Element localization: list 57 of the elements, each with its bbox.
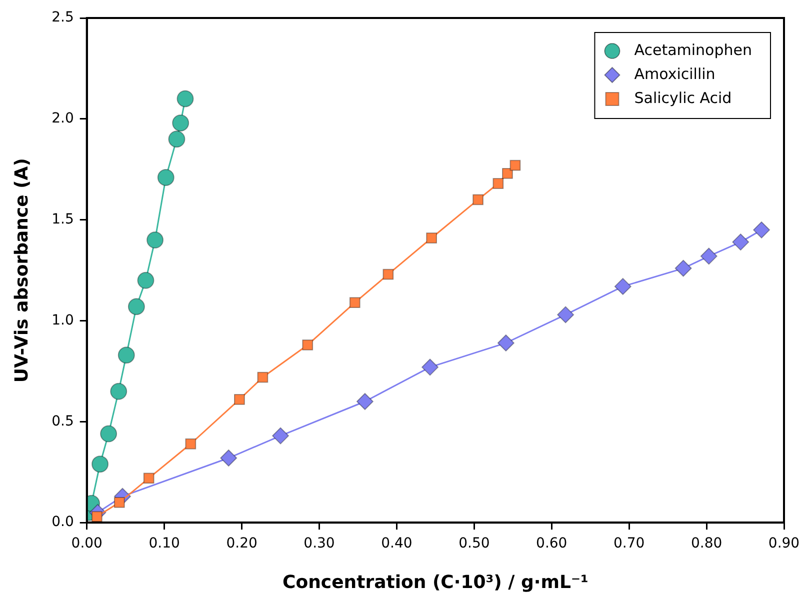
legend-label: Amoxicillin: [634, 64, 716, 83]
legend-label: Acetaminophen: [634, 40, 752, 59]
point: [497, 334, 514, 352]
point: [176, 90, 194, 108]
x-tick-label: 0.60: [536, 536, 568, 552]
y-tick-label: 2.5: [52, 10, 74, 26]
point: [356, 392, 374, 410]
point: [128, 298, 145, 316]
x-tick-label: 0.10: [148, 536, 180, 552]
point: [100, 425, 118, 442]
point: [302, 340, 314, 350]
point: [137, 272, 154, 289]
point: [172, 114, 190, 132]
legend-label: Salicylic Acid: [634, 88, 732, 107]
point: [349, 297, 360, 308]
x-axis-title: Concentration (C·10³) / g·mL⁻¹: [282, 572, 588, 593]
y-tick-label: 2.0: [52, 110, 74, 127]
y-axis-title: UV-Vis absorbance (A): [11, 158, 32, 383]
point: [110, 382, 128, 400]
point: [143, 472, 154, 484]
x-tick-label: 0.80: [690, 536, 722, 552]
point: [257, 372, 268, 383]
x-tick-label: 0.90: [768, 536, 800, 552]
x-tick-label: 0.70: [613, 536, 645, 552]
point: [492, 178, 504, 189]
point: [422, 358, 439, 376]
point: [114, 496, 125, 508]
point: [146, 232, 164, 249]
x-tick-label: 0.00: [71, 536, 102, 552]
point: [157, 168, 174, 186]
point: [614, 278, 632, 295]
x-tick-label: 0.20: [226, 536, 258, 552]
point: [220, 450, 238, 467]
point: [674, 260, 692, 277]
point: [510, 160, 521, 171]
point: [168, 130, 186, 148]
x-tick-label: 0.50: [458, 536, 490, 552]
point: [502, 168, 513, 179]
point: [732, 234, 750, 251]
y-tick-label: 0.5: [52, 413, 74, 430]
point: [92, 456, 109, 473]
x-tick-label: 0.30: [304, 536, 335, 552]
point: [272, 427, 290, 444]
point: [118, 346, 135, 364]
point: [557, 306, 574, 324]
point: [426, 232, 438, 244]
point: [234, 394, 245, 405]
point: [472, 194, 484, 206]
x-tick-label: 0.40: [381, 536, 412, 552]
point: [382, 268, 394, 280]
point: [700, 248, 718, 265]
point: [753, 221, 770, 238]
y-tick-label: 1.5: [52, 211, 74, 228]
y-tick-label: 0.0: [52, 514, 74, 530]
point: [91, 511, 102, 522]
point: [185, 438, 196, 450]
y-tick-label: 1.0: [52, 312, 74, 328]
